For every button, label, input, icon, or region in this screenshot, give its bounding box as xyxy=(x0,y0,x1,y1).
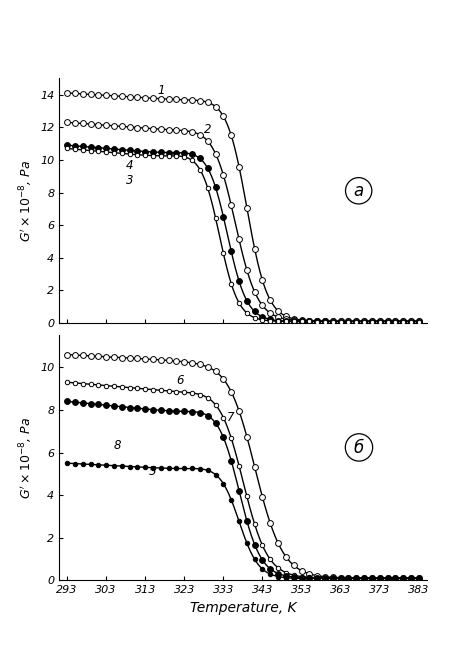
Text: $a$: $a$ xyxy=(353,182,364,200)
Text: 8: 8 xyxy=(114,439,121,452)
Y-axis label: $G'\times10^{-8}$, $Pa$: $G'\times10^{-8}$, $Pa$ xyxy=(17,417,35,499)
Text: 6: 6 xyxy=(176,374,184,387)
Text: 7: 7 xyxy=(228,411,235,424)
Y-axis label: $G'\times10^{-8}$, $Pa$: $G'\times10^{-8}$, $Pa$ xyxy=(17,160,35,242)
Text: 3: 3 xyxy=(126,173,133,186)
Text: 4: 4 xyxy=(126,159,133,172)
Text: $б$: $б$ xyxy=(353,438,365,457)
X-axis label: Temperature, K: Temperature, K xyxy=(190,600,296,615)
Text: 5: 5 xyxy=(149,465,156,478)
Text: 1: 1 xyxy=(157,83,164,96)
Text: 2: 2 xyxy=(204,123,211,136)
